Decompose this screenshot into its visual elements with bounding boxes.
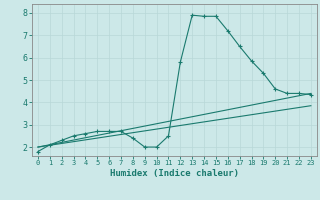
X-axis label: Humidex (Indice chaleur): Humidex (Indice chaleur): [110, 169, 239, 178]
